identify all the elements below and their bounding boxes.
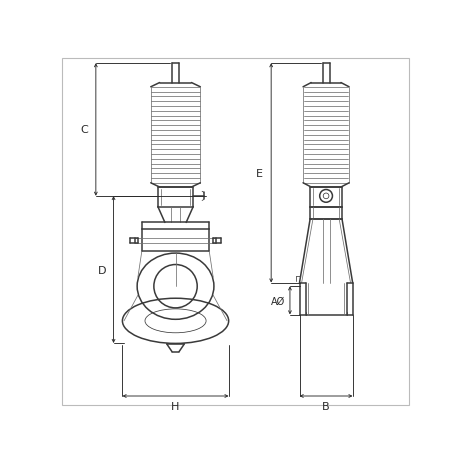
- Text: C: C: [80, 125, 88, 135]
- Text: B: B: [322, 401, 329, 411]
- Text: E: E: [256, 168, 263, 179]
- Text: AØ: AØ: [270, 296, 285, 306]
- Text: H: H: [171, 401, 179, 411]
- Text: D: D: [98, 265, 106, 275]
